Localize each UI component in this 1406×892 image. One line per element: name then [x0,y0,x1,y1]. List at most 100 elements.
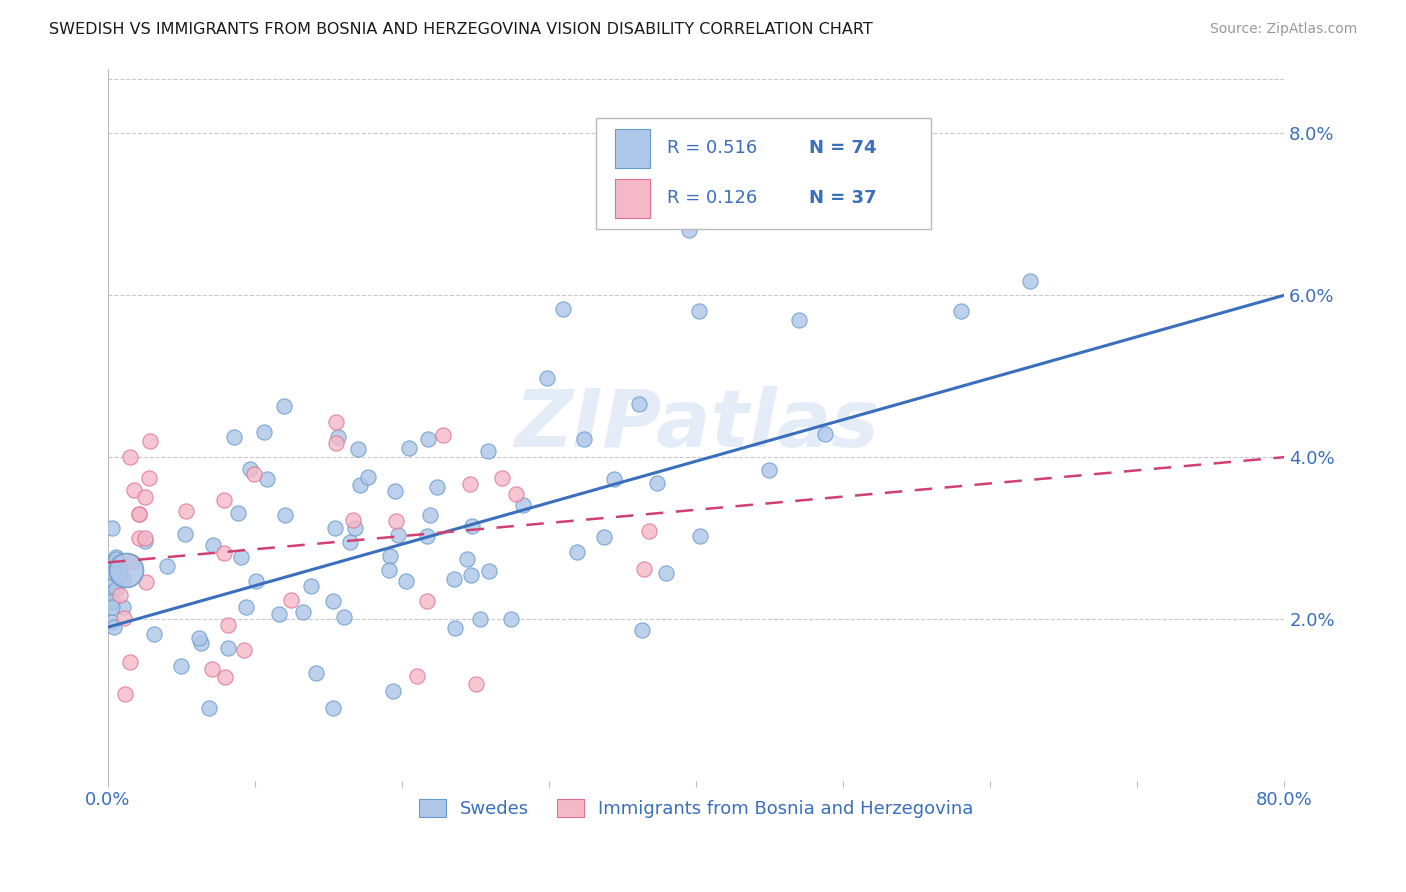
Point [128,507,150,521]
Point [128,531,150,545]
Point [382,684,405,698]
Point [398,441,420,455]
Point [100,593,122,607]
Point [101,556,124,570]
Point [138,471,160,485]
Point [478,564,501,578]
Point [291,605,314,619]
Point [787,312,810,326]
Point [100,521,122,535]
Point [198,701,221,715]
Point [233,642,256,657]
Bar [614,129,650,168]
Point [323,520,346,534]
Point [333,610,356,624]
Point [305,666,328,681]
Point [688,304,710,318]
Point [187,631,209,645]
Point [633,562,655,576]
Point [134,490,156,504]
Point [464,677,486,691]
FancyBboxPatch shape [596,119,931,229]
Point [326,430,349,444]
Point [384,483,406,498]
Point [217,640,239,655]
Point [229,549,252,564]
Point [949,304,972,318]
Point [124,483,146,497]
Point [342,513,364,527]
Point [387,528,409,542]
Point [274,508,297,522]
Point [572,432,595,446]
Point [112,599,135,614]
Point [101,615,124,629]
Point [380,549,402,563]
Point [512,498,534,512]
Point [678,151,700,165]
Point [138,434,160,448]
Point [121,555,143,569]
Point [134,534,156,549]
Point [222,430,245,444]
Point [100,596,122,610]
Point [217,618,239,632]
Point [101,600,124,615]
Point [135,574,157,589]
Point [134,531,156,545]
Point [108,558,131,573]
Point [174,504,197,518]
Point [603,471,626,485]
Point [458,477,481,491]
Point [114,564,136,578]
Point [536,370,558,384]
Point [103,620,125,634]
Point [645,475,668,490]
Point [443,572,465,586]
Point [491,471,513,485]
Point [299,579,322,593]
Point [339,535,361,549]
Point [242,467,264,482]
Point [256,472,278,486]
Point [1019,274,1042,288]
Point [103,566,125,580]
Point [432,427,454,442]
Point [118,450,141,464]
Point [108,566,131,581]
Point [456,552,478,566]
Point [501,611,523,625]
Point [416,529,439,543]
Point [592,530,614,544]
Point [105,549,128,564]
Point [814,426,837,441]
Text: SWEDISH VS IMMIGRANTS FROM BOSNIA AND HERZEGOVINA VISION DISABILITY CORRELATION : SWEDISH VS IMMIGRANTS FROM BOSNIA AND HE… [49,22,873,37]
Point [418,432,440,446]
Point [253,425,276,439]
Point [627,397,650,411]
Point [470,612,492,626]
Point [426,480,449,494]
Point [418,508,440,523]
Point [655,566,678,581]
Point [444,621,467,635]
Point [416,594,439,608]
Point [173,526,195,541]
Point [114,687,136,701]
Point [142,626,165,640]
Point [551,301,574,316]
Point [112,611,135,625]
Point [112,573,135,587]
Legend: Swedes, Immigrants from Bosnia and Herzegovina: Swedes, Immigrants from Bosnia and Herze… [412,791,980,825]
Point [105,552,128,566]
Point [273,400,295,414]
Bar [614,178,650,218]
Point [170,658,193,673]
Point [638,524,661,538]
Point [395,574,418,588]
Point [226,507,249,521]
Point [245,574,267,588]
Point [190,636,212,650]
Point [631,623,654,637]
Text: R = 0.126: R = 0.126 [666,189,756,207]
